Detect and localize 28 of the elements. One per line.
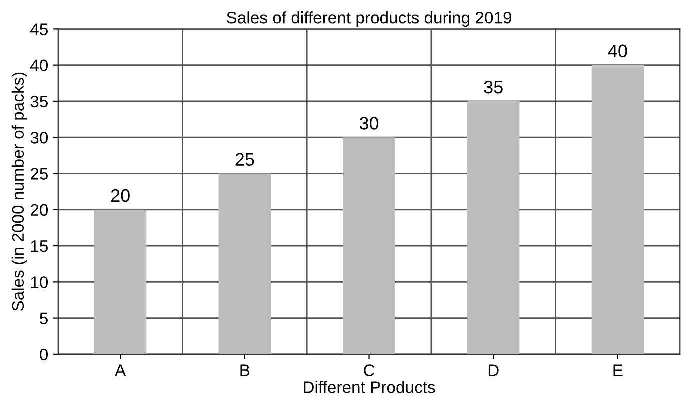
chart-title: Sales of different products during 2019 xyxy=(227,12,512,28)
y-tick-label: 20 xyxy=(30,204,48,216)
y-tick-label: 5 xyxy=(40,312,48,325)
y-tick-label: 10 xyxy=(31,276,48,288)
bar xyxy=(218,174,272,354)
bar xyxy=(94,210,147,354)
y-tick-label: 40 xyxy=(30,60,48,72)
x-tick-label: B xyxy=(240,364,250,376)
data-label: 35 xyxy=(484,80,503,94)
x-tick-label: C xyxy=(364,364,375,376)
bar xyxy=(343,138,396,354)
x-tick-label: E xyxy=(614,364,623,376)
bar xyxy=(592,65,644,354)
data-label: 25 xyxy=(236,153,254,166)
bar xyxy=(467,101,520,354)
y-tick-label: 15 xyxy=(31,240,48,252)
y-tick-label: 35 xyxy=(30,96,48,108)
x-tick-label: D xyxy=(488,364,499,376)
x-axis-title: Different Products xyxy=(304,381,436,394)
y-tick-label: 45 xyxy=(30,24,48,36)
data-label: 20 xyxy=(111,189,130,202)
y-tick-label: 25 xyxy=(30,168,48,180)
data-label: 40 xyxy=(608,44,628,58)
data-label: 30 xyxy=(360,117,379,130)
y-tick-label: 30 xyxy=(30,132,48,144)
y-tick-label: 0 xyxy=(40,348,48,361)
y-axis-title: Sales (in 2000 number of packs) xyxy=(12,72,28,312)
x-tick-label: A xyxy=(115,364,126,376)
